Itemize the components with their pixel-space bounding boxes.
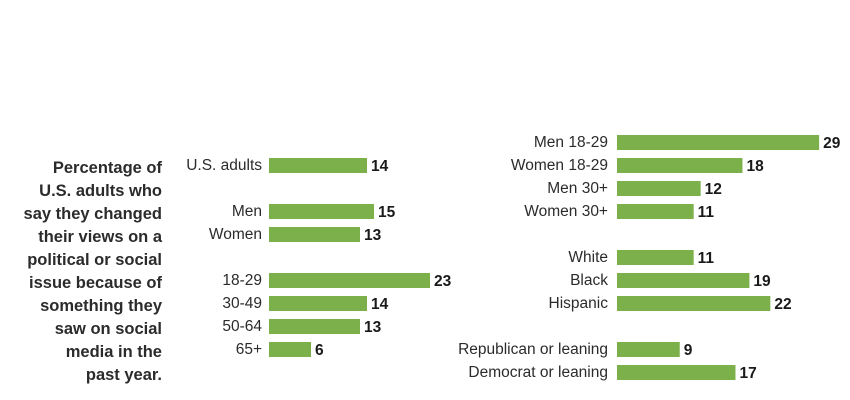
value-label: 18 [746, 158, 764, 175]
value-label: 11 [698, 204, 715, 221]
category-label: 30-49 [222, 295, 262, 312]
bar [269, 273, 430, 288]
value-label: 12 [705, 181, 722, 198]
description-line: their views on a [38, 228, 162, 246]
bar [617, 250, 694, 265]
description-line: political or social [27, 251, 162, 269]
category-label: Men 30+ [547, 180, 608, 197]
bar [617, 365, 736, 380]
value-label: 29 [823, 135, 841, 152]
category-label: Democrat or leaning [468, 364, 608, 381]
description-line: past year. [85, 366, 162, 384]
chart-description: Percentage of U.S. adults who say they cha… [0, 157, 162, 387]
value-label: 17 [739, 365, 756, 382]
bar [269, 319, 360, 334]
description-line: media in the [65, 343, 162, 361]
bar [617, 273, 750, 288]
value-label: 22 [774, 296, 791, 313]
bar [617, 158, 743, 173]
bar [269, 227, 360, 242]
value-label: 11 [698, 250, 715, 267]
value-label: 23 [434, 273, 452, 290]
value-label: 9 [684, 342, 693, 359]
category-label: Women 30+ [524, 203, 608, 220]
description-line: saw on social [54, 320, 162, 338]
bar [269, 342, 311, 357]
category-label: 50-64 [222, 318, 262, 335]
value-label: 13 [364, 227, 382, 244]
description-line: Percentage of [52, 159, 162, 177]
category-label: U.S. adults [186, 157, 262, 174]
value-label: 14 [371, 158, 389, 175]
bar [269, 158, 367, 173]
value-label: 15 [378, 204, 396, 221]
bar [617, 296, 771, 311]
description-line: say they changed [23, 205, 162, 223]
category-label: Men [232, 203, 262, 220]
category-label: White [568, 249, 608, 266]
description-line: U.S. adults who [39, 182, 162, 200]
value-label: 6 [315, 342, 324, 359]
bar [617, 342, 680, 357]
category-label: Hispanic [549, 295, 609, 312]
description-line: issue because of [29, 274, 162, 292]
category-label: 18-29 [222, 272, 262, 289]
category-label: Men 18-29 [534, 134, 608, 151]
bar [617, 204, 694, 219]
bar [617, 135, 820, 150]
value-label: 13 [364, 319, 382, 336]
description-line: something they [40, 297, 162, 315]
bar [269, 296, 367, 311]
category-label: Republican or leaning [458, 341, 608, 358]
category-label: Women 18-29 [511, 157, 608, 174]
category-label: Black [570, 272, 608, 289]
value-label: 19 [753, 273, 771, 290]
category-label: 65+ [236, 341, 262, 358]
bar [617, 181, 701, 196]
category-label: Women [209, 226, 262, 243]
bar [269, 204, 374, 219]
value-label: 14 [371, 296, 389, 313]
